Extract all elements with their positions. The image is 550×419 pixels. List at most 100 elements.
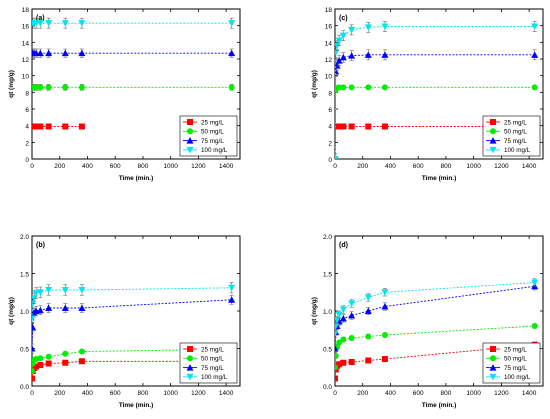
- x-tick-label: 400: [385, 163, 396, 170]
- data-point: [340, 123, 347, 130]
- data-point: [335, 57, 343, 64]
- data-point: [348, 300, 356, 307]
- y-tick-label: 14: [325, 40, 333, 47]
- x-tick-label: 1400: [522, 390, 537, 397]
- y-tick-label: 8: [25, 90, 29, 97]
- x-tick-label: 1400: [219, 163, 234, 170]
- data-point: [228, 20, 236, 27]
- data-point: [32, 324, 37, 331]
- legend-label: 50 mg/L: [201, 129, 224, 136]
- data-point: [228, 296, 236, 303]
- legend-label: 100 mg/L: [201, 147, 228, 154]
- data-point: [531, 84, 538, 91]
- series-line-4: [32, 287, 232, 319]
- legend-label: 25 mg/L: [201, 346, 224, 353]
- y-tick-label: 2.0: [323, 234, 332, 241]
- legend: 25 mg/L 50 mg/L 75 mg/L 100 mg/L: [179, 115, 238, 157]
- data-point: [33, 123, 40, 130]
- x-tick-label: 0: [30, 163, 34, 170]
- y-tick-label: 12: [22, 57, 30, 64]
- data-point: [348, 359, 355, 365]
- legend-marker: [489, 373, 497, 381]
- data-point: [335, 311, 343, 319]
- y-axis-label: qt (mg/g): [8, 297, 15, 325]
- data-point: [364, 307, 372, 314]
- x-axis-label: Time (min.): [422, 175, 457, 182]
- x-tick-label: 600: [110, 163, 121, 170]
- x-tick-label: 200: [54, 390, 65, 397]
- plot-data-area: [32, 282, 236, 382]
- data-point: [78, 49, 86, 57]
- y-tick-label: 0.5: [323, 347, 332, 354]
- x-tick-label: 200: [357, 390, 368, 397]
- data-point: [348, 84, 355, 91]
- data-point: [45, 20, 53, 27]
- legend-label: 75 mg/L: [201, 138, 224, 145]
- data-point: [365, 357, 372, 364]
- data-point: [348, 335, 355, 341]
- y-tick-label: 2: [328, 140, 332, 147]
- legend-label: 75 mg/L: [504, 138, 527, 145]
- legend: 25 mg/L 50 mg/L 75 mg/L 100 mg/L: [482, 115, 541, 157]
- data-point: [335, 37, 343, 45]
- legend-marker: [187, 355, 193, 362]
- data-point: [78, 20, 86, 27]
- y-axis-label: qt (mg/g): [311, 70, 318, 98]
- data-point: [62, 123, 69, 130]
- data-point: [381, 23, 389, 30]
- x-tick-label: 1000: [466, 163, 481, 170]
- legend-label: 100 mg/L: [504, 147, 531, 154]
- x-tick-label: 1400: [522, 163, 537, 170]
- y-tick-label: 1.5: [323, 272, 332, 279]
- x-tick-label: 200: [54, 163, 65, 170]
- plot-data-area: [335, 278, 539, 382]
- x-tick-label: 0: [30, 390, 34, 397]
- y-tick-label: 2: [25, 140, 29, 147]
- y-tick-label: 10: [22, 74, 30, 81]
- y-tick-label: 4: [25, 124, 29, 131]
- y-tick-label: 8: [328, 90, 332, 97]
- data-point: [45, 287, 53, 294]
- data-point: [531, 323, 538, 329]
- data-point: [365, 84, 372, 91]
- y-tick-label: 0.5: [20, 347, 29, 354]
- legend-label: 50 mg/L: [201, 356, 224, 363]
- data-point: [381, 289, 389, 296]
- data-point: [335, 353, 339, 359]
- x-tick-label: 1000: [163, 390, 178, 397]
- legend-marker: [186, 364, 194, 371]
- plot-data-area: [32, 17, 236, 130]
- data-point: [45, 304, 53, 311]
- data-point: [37, 123, 44, 130]
- x-tick-label: 800: [138, 163, 149, 170]
- chart-panel-3: 0.0 0.5 1.0 1.5 2.0 0 200 400 600 800 1000 1200 1400…: [8, 234, 241, 409]
- data-point: [336, 84, 343, 91]
- x-tick-label: 400: [385, 390, 396, 397]
- legend-marker: [186, 373, 194, 381]
- data-point: [348, 26, 356, 34]
- legend: 25 mg/L 50 mg/L 75 mg/L 100 mg/L: [179, 342, 238, 384]
- data-point: [78, 304, 86, 311]
- data-point: [381, 123, 388, 130]
- data-point: [531, 51, 539, 58]
- legend-marker: [186, 146, 194, 154]
- data-point: [335, 49, 340, 56]
- data-point: [340, 336, 347, 343]
- data-point: [381, 84, 388, 91]
- data-point: [336, 339, 343, 346]
- data-point: [228, 284, 236, 292]
- data-point: [348, 123, 355, 130]
- data-point: [531, 279, 539, 286]
- legend-marker: [490, 355, 496, 362]
- x-tick-label: 400: [82, 163, 93, 170]
- data-point: [45, 360, 52, 367]
- x-tick-label: 600: [110, 390, 121, 397]
- legend-label: 25 mg/L: [504, 346, 527, 353]
- data-point: [348, 52, 356, 59]
- data-point: [228, 49, 236, 57]
- x-tick-label: 800: [441, 163, 452, 170]
- data-point: [61, 49, 69, 57]
- panel-label: (b): [36, 242, 45, 249]
- data-point: [78, 358, 85, 365]
